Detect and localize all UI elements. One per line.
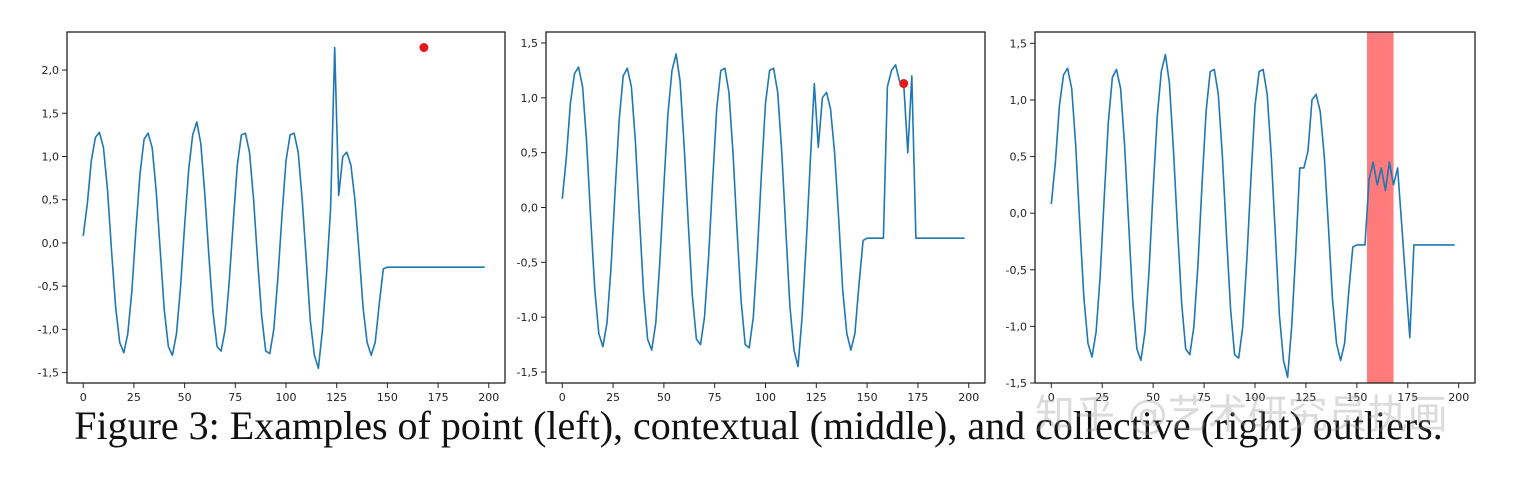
x-tick-label: 50 xyxy=(657,391,671,404)
y-tick-label: -0,5 xyxy=(38,280,59,293)
y-tick-label: -1,5 xyxy=(517,366,538,379)
y-tick-label: 0,5 xyxy=(42,194,60,207)
y-tick-label: -0,5 xyxy=(1006,264,1027,277)
x-tick-label: 125 xyxy=(1295,391,1316,404)
outlier-marker xyxy=(419,43,429,53)
x-tick-label: 50 xyxy=(1146,391,1160,404)
x-tick-label: 150 xyxy=(377,391,398,404)
outlier-marker xyxy=(899,79,909,89)
y-tick-label: 0,5 xyxy=(1010,151,1028,164)
x-tick-label: 175 xyxy=(907,391,928,404)
x-tick-label: 0 xyxy=(1048,391,1055,404)
outlier-band xyxy=(1367,32,1394,383)
left-chart-panel: 0 25 50 75 100 125 150 175 200 -1,5 -1,0 -0,5 0,0 0,5… xyxy=(38,31,506,404)
x-tick-label: 75 xyxy=(1197,391,1211,404)
figure-caption: Figure 3: Examples of point (left), cont… xyxy=(74,403,1443,448)
series-line xyxy=(82,46,485,370)
x-tick-label: 100 xyxy=(276,391,297,404)
y-tick-label: -1,0 xyxy=(38,323,59,336)
x-tick-label: 50 xyxy=(178,391,192,404)
x-tick-label: 25 xyxy=(127,391,141,404)
x-tick-label: 150 xyxy=(1346,391,1367,404)
y-tick-label: 1,0 xyxy=(1010,94,1028,107)
middle-chart-panel: 0 25 50 75 100 125 150 175 200 -1,5 -1,0 -0,5 0,0 0,5… xyxy=(517,31,986,404)
x-tick-label: 200 xyxy=(958,391,979,404)
y-tick-label: -1,5 xyxy=(38,367,59,380)
x-tick-label: 0 xyxy=(559,391,566,404)
y-tick-label: -0,5 xyxy=(517,256,538,269)
y-tick-label: 1,0 xyxy=(521,92,539,105)
x-tick-label: 175 xyxy=(1397,391,1418,404)
y-tick-label: 0,5 xyxy=(521,147,539,160)
y-tick-label: 0,0 xyxy=(42,237,60,250)
y-tick-label: 0,0 xyxy=(1010,207,1028,220)
x-tick-label: 150 xyxy=(857,391,878,404)
y-tick-label: -1,0 xyxy=(517,311,538,324)
axes-frame xyxy=(66,31,506,384)
right-chart-panel: 0 25 50 75 100 125 150 175 200 -1,5 -1,0 -0,5 0,0 0,5… xyxy=(1006,31,1476,404)
x-tick-label: 200 xyxy=(1448,391,1469,404)
x-tick-label: 25 xyxy=(606,391,620,404)
axes-frame xyxy=(545,31,986,384)
x-tick-label: 25 xyxy=(1095,391,1109,404)
x-tick-label: 100 xyxy=(755,391,776,404)
x-tick-label: 75 xyxy=(708,391,722,404)
x-tick-label: 125 xyxy=(806,391,827,404)
x-tick-label: 75 xyxy=(228,391,242,404)
series-line xyxy=(1050,53,1455,379)
y-tick-label: -1,5 xyxy=(1006,377,1027,390)
x-tick-label: 175 xyxy=(428,391,449,404)
y-tick-label: 0,0 xyxy=(521,202,539,215)
watermark: 知乎 @艺术研究员执画 xyxy=(1035,392,1448,438)
y-tick-label: 1,5 xyxy=(1010,37,1028,50)
y-tick-label: 1,5 xyxy=(42,107,60,120)
y-tick-label: 1,0 xyxy=(42,150,60,163)
x-tick-label: 100 xyxy=(1245,391,1266,404)
x-tick-label: 125 xyxy=(326,391,347,404)
y-tick-label: -1,0 xyxy=(1006,320,1027,333)
x-tick-label: 200 xyxy=(478,391,499,404)
y-tick-label: 2,0 xyxy=(42,64,60,77)
x-tick-label: 0 xyxy=(80,391,87,404)
y-tick-label: 1,5 xyxy=(521,37,539,50)
series-line xyxy=(561,53,965,368)
